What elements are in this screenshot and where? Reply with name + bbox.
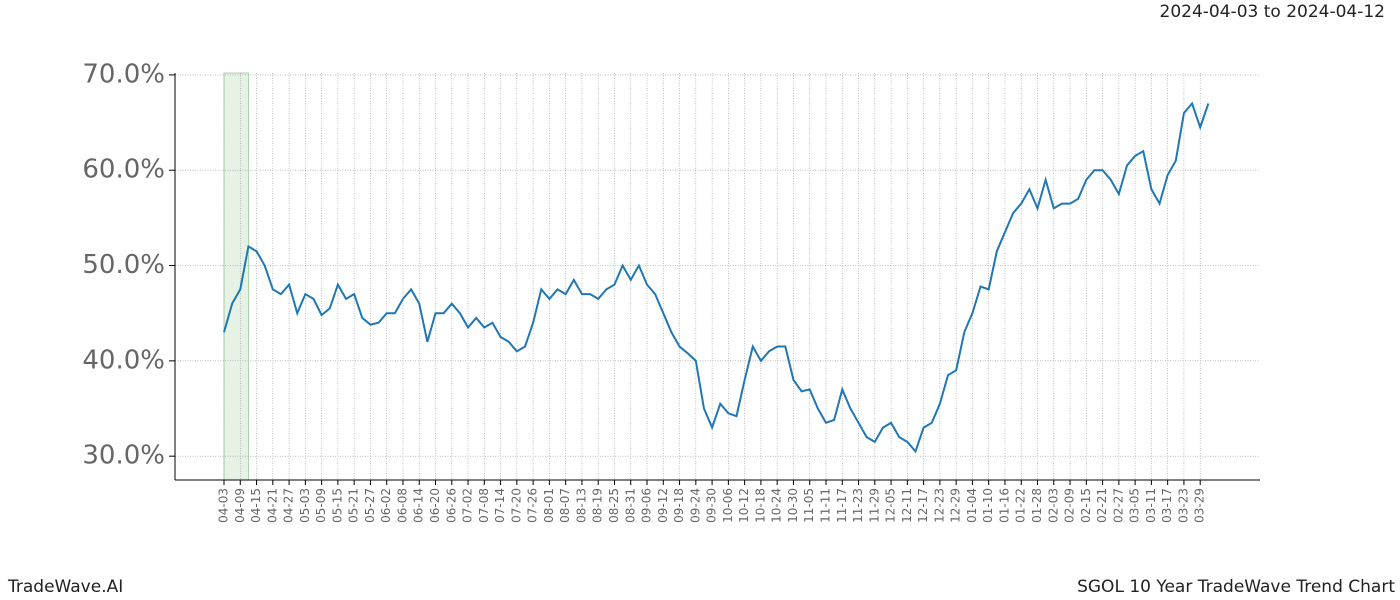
x-tick-label: 09-12 — [656, 488, 670, 523]
x-tick-label: 12-29 — [949, 488, 963, 523]
subtitle: 2024-04-03 to 2024-04-12 — [1160, 2, 1385, 22]
x-tick-label: 03-17 — [1160, 488, 1174, 523]
x-tick-label: 05-09 — [314, 488, 328, 523]
x-tick-label: 12-11 — [900, 488, 914, 523]
x-tick-label: 05-03 — [298, 488, 312, 523]
x-tick-label: 08-31 — [623, 488, 637, 523]
x-tick-label: 11-23 — [851, 488, 865, 523]
x-tick-label: 03-05 — [1128, 488, 1142, 523]
x-tick-label: 04-27 — [282, 488, 296, 523]
x-tick-label: 06-02 — [379, 488, 393, 523]
x-tick-label: 09-18 — [672, 488, 686, 523]
x-tick-label: 02-03 — [1046, 488, 1060, 523]
x-tick-label: 01-10 — [981, 488, 995, 523]
x-tick-label: 08-01 — [542, 488, 556, 523]
x-tick-label: 11-29 — [867, 488, 881, 523]
x-tick-label: 07-20 — [509, 488, 523, 523]
x-tick-label: 10-30 — [786, 488, 800, 523]
x-tick-label: 05-21 — [347, 488, 361, 523]
x-tick-label: 07-08 — [477, 488, 491, 523]
x-tick-label: 10-12 — [737, 488, 751, 523]
x-tick-label: 01-22 — [1014, 488, 1028, 523]
x-tick-label: 03-29 — [1193, 488, 1207, 523]
x-tick-label: 04-15 — [249, 488, 263, 523]
x-tick-label: 02-21 — [1095, 488, 1109, 523]
x-tick-label: 10-18 — [753, 488, 767, 523]
x-tick-label: 12-23 — [932, 488, 946, 523]
x-tick-label: 05-15 — [330, 488, 344, 523]
y-tick-label: 40.0% — [82, 345, 165, 375]
y-tick-label: 30.0% — [82, 441, 165, 471]
x-tick-label: 06-14 — [412, 488, 426, 523]
x-tick-label: 10-06 — [721, 488, 735, 523]
x-tick-label: 11-17 — [835, 488, 849, 523]
y-tick-label: 50.0% — [82, 250, 165, 280]
x-tick-label: 02-09 — [1063, 488, 1077, 523]
x-tick-label: 09-24 — [688, 488, 702, 523]
x-tick-label: 07-26 — [526, 488, 540, 523]
y-tick-label: 60.0% — [82, 155, 165, 185]
x-tick-label: 04-09 — [233, 488, 247, 523]
data-line — [223, 101, 1210, 454]
x-tick-label: 12-17 — [916, 488, 930, 523]
x-tick-label: 03-11 — [1144, 488, 1158, 523]
x-tick-label: 09-06 — [640, 488, 654, 523]
x-tick-label: 06-08 — [395, 488, 409, 523]
x-tick-label: 01-04 — [965, 488, 979, 523]
footer-left: TradeWave.AI — [7, 577, 123, 597]
y-tick-label: 70.0% — [82, 59, 165, 89]
x-tick-label: 09-30 — [705, 488, 719, 523]
x-tick-label: 08-19 — [591, 488, 605, 523]
x-tick-label: 11-05 — [802, 488, 816, 523]
x-tick-label: 10-24 — [770, 488, 784, 523]
x-tick-label: 04-03 — [217, 488, 231, 523]
x-tick-label: 03-23 — [1176, 488, 1190, 523]
x-tick-label: 08-13 — [574, 488, 588, 523]
x-tick-label: 08-07 — [558, 488, 572, 523]
x-tick-label: 01-16 — [997, 488, 1011, 523]
x-tick-label: 08-25 — [607, 488, 621, 523]
x-tick-label: 11-11 — [818, 488, 832, 523]
x-tick-label: 12-05 — [884, 488, 898, 523]
x-tick-label: 02-27 — [1111, 488, 1125, 523]
x-tick-label: 07-02 — [461, 488, 475, 523]
x-tick-label: 05-27 — [363, 488, 377, 523]
x-tick-label: 04-21 — [265, 488, 279, 523]
highlight-span — [223, 72, 249, 481]
x-tick-label: 07-14 — [493, 488, 507, 523]
x-tick-label: 06-20 — [428, 488, 442, 523]
x-tick-label: 02-15 — [1079, 488, 1093, 523]
x-tick-label: 01-28 — [1030, 488, 1044, 523]
footer-right: SGOL 10 Year TradeWave Trend Chart — [1077, 577, 1395, 597]
x-tick-label: 06-26 — [444, 488, 458, 523]
